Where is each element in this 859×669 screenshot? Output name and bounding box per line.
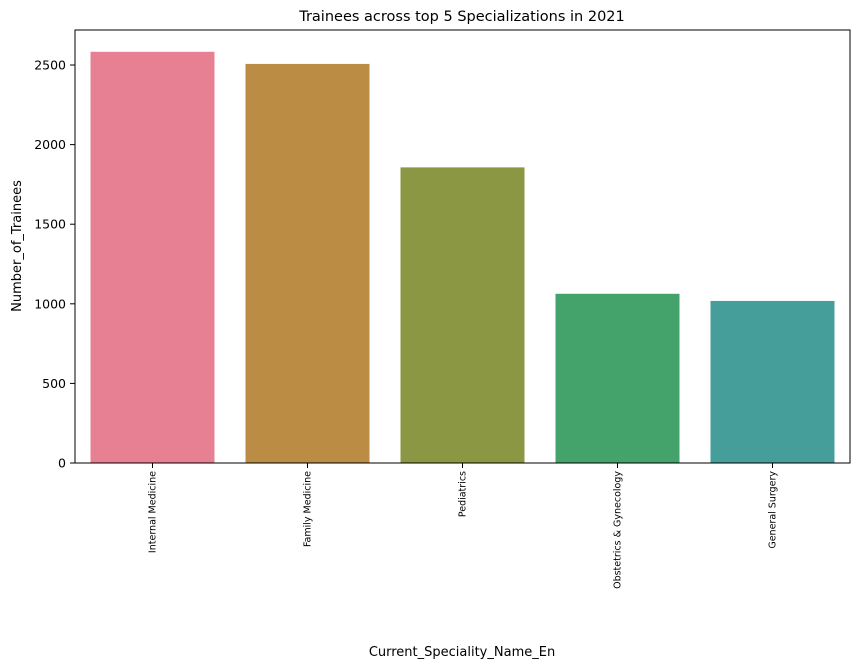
y-tick-label-4: 2000: [34, 137, 66, 152]
bar-4: [710, 300, 835, 463]
bar-0: [90, 51, 215, 463]
x-tick-label-2: Pediatrics: [458, 471, 469, 517]
y-axis-label: Number_of_Trainees: [10, 180, 25, 312]
y-tick-label-2: 1000: [34, 296, 66, 311]
bar-3: [555, 293, 680, 463]
bar-1: [245, 63, 370, 464]
plot-frame: [74, 29, 851, 464]
chart-title: Trainees across top 5 Specializations in…: [298, 9, 625, 25]
x-axis-label: Current_Speciality_Name_En: [369, 645, 555, 660]
bar-2: [400, 167, 525, 463]
bars-group: [90, 51, 835, 464]
x-tick-label-4: General Surgery: [768, 471, 779, 549]
y-tick-label-0: 0: [58, 456, 66, 471]
x-tick-label-3: Obstetrics & Gynecology: [613, 471, 624, 589]
y-tick-label-5: 2500: [34, 58, 66, 73]
y-tick-label-3: 1500: [34, 217, 66, 232]
x-tick-label-0: Internal Medicine: [148, 471, 159, 553]
y-axis-ticks: 0 500 1000 1500 2000 2500: [34, 58, 75, 471]
y-tick-label-1: 500: [42, 376, 66, 391]
x-tick-label-1: Family Medicine: [303, 471, 314, 547]
x-axis-ticks: Internal Medicine Family Medicine Pediatri…: [148, 463, 779, 589]
